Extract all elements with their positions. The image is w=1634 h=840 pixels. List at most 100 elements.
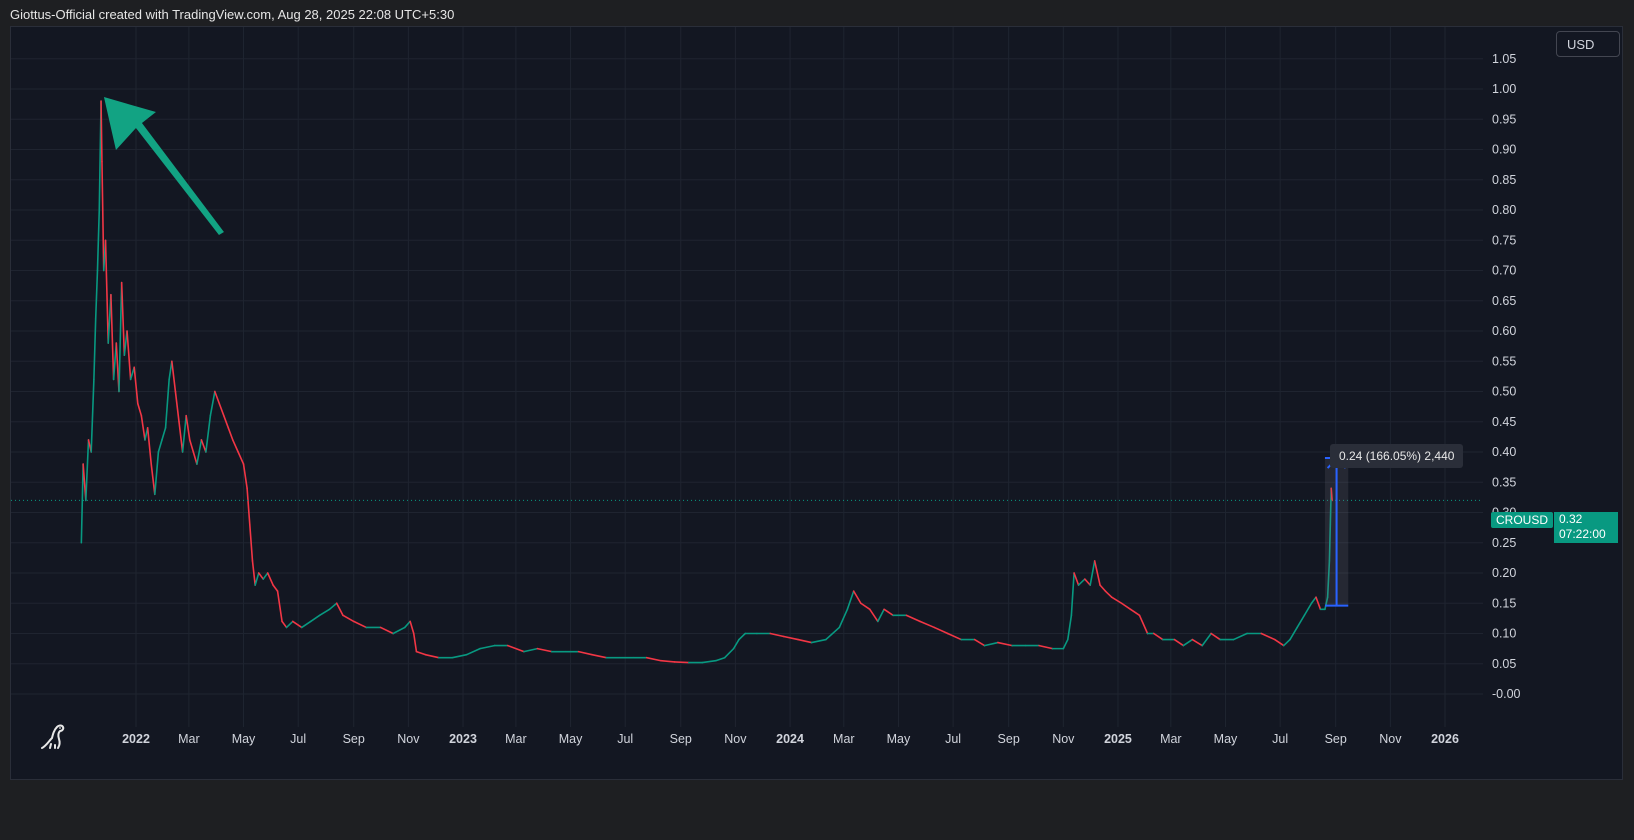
price-segment <box>1315 596 1322 611</box>
price-segment <box>218 402 225 417</box>
price-segment <box>1260 632 1276 641</box>
price-segment <box>1153 632 1164 641</box>
price-segment <box>150 463 156 496</box>
bar-countdown: 07:22:00 <box>1559 527 1606 541</box>
price-segment <box>188 439 195 453</box>
current-price-value: 0.32 <box>1559 512 1583 526</box>
price-segment <box>379 626 394 635</box>
price-segment <box>523 647 539 653</box>
x-tick-label: Mar <box>1160 732 1182 746</box>
price-segment <box>276 590 283 623</box>
price-segment <box>1324 596 1329 611</box>
x-tick-label: Jul <box>290 732 306 746</box>
price-segment <box>769 632 785 638</box>
price-segment <box>352 620 368 629</box>
x-tick-label: Jul <box>617 732 633 746</box>
y-tick-label: 0.10 <box>1492 627 1516 641</box>
price-segment <box>251 560 256 586</box>
price-segment <box>1303 602 1313 617</box>
currency-selector-button[interactable]: USD <box>1556 31 1620 57</box>
annotation-arrow <box>103 97 224 236</box>
y-tick-label: 0.60 <box>1492 324 1516 338</box>
price-segment <box>168 360 173 381</box>
price-segment <box>1099 584 1107 592</box>
price-segment <box>318 608 331 617</box>
price-segment <box>93 318 97 381</box>
price-segment <box>96 209 101 272</box>
price-segment <box>919 620 936 629</box>
price-segment <box>1182 638 1194 647</box>
price-segment <box>738 632 747 641</box>
price-segment <box>673 661 690 664</box>
x-tick-label: 2026 <box>1431 732 1459 746</box>
price-segment <box>104 239 110 344</box>
x-tick-label: May <box>1214 732 1238 746</box>
price-segment <box>507 644 525 653</box>
price-segment <box>1210 632 1221 641</box>
x-tick-label: 2022 <box>122 732 150 746</box>
x-tick-label: Sep <box>998 732 1020 746</box>
x-tick-label: Sep <box>343 732 365 746</box>
chart-frame: 1.05 1.00 0.95 0.90 0.85 0.80 0.75 0.70 0.65 0.60… <box>10 26 1623 780</box>
measure-tool-label: 0.24 (166.05%) 2,440 <box>1330 444 1464 468</box>
price-segment <box>178 420 184 453</box>
price-segment <box>782 635 799 641</box>
price-segment <box>1138 614 1149 635</box>
price-segment <box>645 656 662 662</box>
price-segment <box>536 647 553 653</box>
x-tick-label: Sep <box>1325 732 1347 746</box>
price-segment <box>254 572 260 586</box>
price-segment <box>1282 638 1291 647</box>
price-segment <box>209 390 216 417</box>
price-segment <box>272 584 279 592</box>
price-segment <box>577 650 593 656</box>
price-segment <box>110 293 115 381</box>
price-segment <box>227 426 234 441</box>
price-segment <box>732 638 740 650</box>
price-segment <box>723 647 735 659</box>
price-segment <box>285 620 294 629</box>
price-segment <box>174 390 180 423</box>
price-segment <box>1073 572 1080 586</box>
price-segment <box>266 572 274 586</box>
price-segment <box>291 620 303 629</box>
price-segment <box>196 439 203 465</box>
price-segment <box>660 659 676 663</box>
price-segment <box>120 281 126 357</box>
price-segment <box>465 647 481 656</box>
price-segment <box>392 626 406 635</box>
price-segment <box>797 638 813 644</box>
x-tick-label: May <box>559 732 583 746</box>
y-tick-label: 0.80 <box>1492 203 1516 217</box>
price-segment <box>328 602 338 611</box>
price-segment <box>852 590 862 605</box>
price-segment <box>262 572 269 580</box>
price-segment <box>1038 644 1054 650</box>
price-segment <box>205 414 212 453</box>
x-tick-label: 2025 <box>1104 732 1132 746</box>
price-segment <box>200 439 207 453</box>
y-tick-label: 1.05 <box>1492 52 1516 66</box>
price-segment <box>185 414 191 441</box>
price-segment <box>1129 608 1141 617</box>
price-segment <box>223 414 230 429</box>
tradingview-dino-icon[interactable] <box>40 724 68 755</box>
price-segment <box>181 414 187 453</box>
x-tick-label: Nov <box>724 732 747 746</box>
price-segment <box>309 614 321 623</box>
price-segment <box>412 632 418 653</box>
price-segment <box>154 451 160 496</box>
y-tick-label: 0.70 <box>1492 264 1516 278</box>
x-tick-label: 2024 <box>776 732 804 746</box>
x-tick-label: Mar <box>178 732 200 746</box>
y-tick-label: 0.55 <box>1492 354 1516 368</box>
y-tick-label: 0.75 <box>1492 233 1516 247</box>
price-segment <box>1089 560 1096 586</box>
price-segment <box>231 439 239 453</box>
y-tick-label: 0.20 <box>1492 566 1516 580</box>
price-segment <box>1191 638 1203 647</box>
chart-canvas[interactable]: 1.05 1.00 0.95 0.90 0.85 0.80 0.75 0.70 0.65 0.60… <box>11 27 1622 779</box>
price-segment <box>933 626 949 635</box>
price-segment <box>164 378 170 429</box>
price-segment <box>90 378 95 453</box>
